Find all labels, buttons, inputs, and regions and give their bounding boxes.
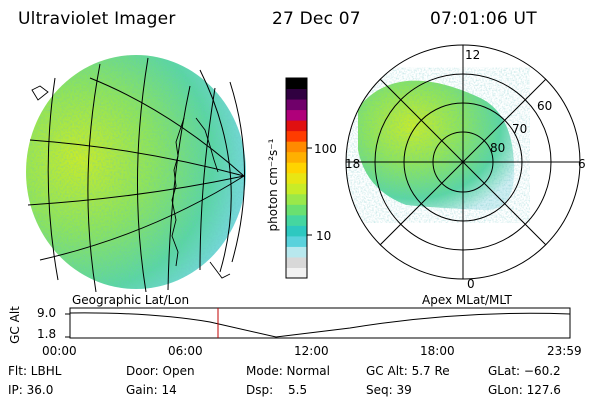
polar-aurora-image xyxy=(358,80,515,210)
colorbar-cell xyxy=(286,141,307,153)
mlt-label-18: 18 xyxy=(345,157,361,171)
gc-alt-info: GC Alt: 5.7 Re xyxy=(366,364,450,378)
coastline xyxy=(31,85,231,279)
door-info: Door: Open xyxy=(126,364,195,378)
geographic-image-panel xyxy=(26,55,246,292)
seq-info: Seq: 39 xyxy=(366,383,412,397)
gain-info: Gain: 14 xyxy=(126,383,177,397)
altitude-curve xyxy=(69,312,571,338)
colorbar-tick-10: 10 xyxy=(316,229,332,243)
colorbar-cell xyxy=(286,183,307,195)
altitude-ytick-9: 9.0 xyxy=(37,306,57,320)
mlt-label-0: 0 xyxy=(467,277,475,291)
colorbar xyxy=(285,77,312,279)
time-tick-0600: 06:00 xyxy=(168,344,203,358)
colorbar-cell xyxy=(286,172,307,184)
altitude-ylabel: GC Alt xyxy=(7,306,22,344)
colorbar-cell xyxy=(286,162,307,174)
glat-info: GLat: −60.2 xyxy=(488,364,561,378)
mlt-label-12: 12 xyxy=(465,48,481,62)
colorbar-cell xyxy=(286,267,307,279)
colorbar-cell xyxy=(286,204,307,216)
lat-lon-grid xyxy=(27,57,245,292)
filter-info: Flt: LBHL xyxy=(8,364,62,378)
ip-info: IP: 36.0 xyxy=(8,383,54,397)
colorbar-cell xyxy=(286,151,307,163)
colorbar-cell xyxy=(286,193,307,205)
colorbar-cell xyxy=(286,99,307,111)
mlat-label-70: 70 xyxy=(512,122,528,136)
altitude-ytick-1.8: 1.8 xyxy=(37,327,57,341)
polar-panel-title: Apex MLat/MLT xyxy=(422,293,512,307)
altitude-plot xyxy=(65,307,571,339)
polar-grid xyxy=(345,44,581,280)
colorbar-cell xyxy=(286,235,307,247)
colorbar-cell xyxy=(286,246,307,258)
colorbar-cell xyxy=(286,78,307,90)
time-label: 07:01:06 UT xyxy=(430,9,537,29)
mlat-label-60: 60 xyxy=(537,99,553,113)
aurora-image xyxy=(26,55,246,289)
mlt-label-6: 6 xyxy=(578,157,586,171)
mlat-label-80: 80 xyxy=(490,141,506,155)
dsp-info-label: Dsp: xyxy=(246,383,274,397)
colorbar-cell xyxy=(286,225,307,237)
time-tick-2359: 23:59 xyxy=(547,344,582,358)
mode-info: Mode: Normal xyxy=(246,364,330,378)
colorbar-cell xyxy=(286,88,307,100)
colorbar-cell xyxy=(286,130,307,142)
colorbar-cell xyxy=(286,256,307,268)
dsp-info-value: 5.5 xyxy=(288,383,308,397)
colorbar-cell xyxy=(286,214,307,226)
date-label: 27 Dec 07 xyxy=(272,9,361,29)
colorbar-cell xyxy=(286,120,307,132)
glon-info: GLon: 127.6 xyxy=(488,383,561,397)
time-tick-1800: 18:00 xyxy=(420,344,455,358)
time-tick-1200: 12:00 xyxy=(294,344,329,358)
polar-mlat-mlt-panel xyxy=(345,44,581,280)
colorbar-cell xyxy=(286,109,307,121)
colorbar-tick-100: 100 xyxy=(314,142,337,156)
time-tick-0000: 00:00 xyxy=(42,344,77,358)
colorbar-unit-label: photon cm⁻²s⁻¹ xyxy=(266,138,280,232)
instrument-title: Ultraviolet Imager xyxy=(18,9,176,29)
geo-panel-title: Geographic Lat/Lon xyxy=(72,293,190,307)
